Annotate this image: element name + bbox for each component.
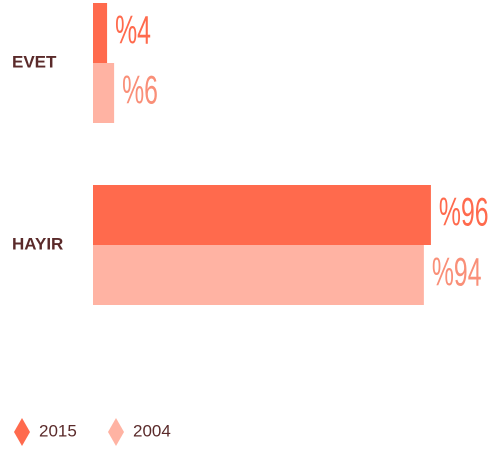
bar bbox=[93, 63, 115, 123]
legend-marker bbox=[14, 418, 30, 446]
bar bbox=[93, 245, 424, 305]
legend-label: 2015 bbox=[39, 421, 77, 440]
value-label: %6 bbox=[122, 69, 158, 113]
legend-marker bbox=[108, 418, 124, 446]
category-label: HAYIR bbox=[12, 234, 63, 253]
bar bbox=[93, 185, 431, 245]
bar bbox=[93, 3, 108, 63]
value-label: %94 bbox=[432, 251, 482, 295]
legend-label: 2004 bbox=[133, 421, 171, 440]
value-label: %96 bbox=[439, 191, 489, 235]
value-label-group: %6 bbox=[122, 69, 158, 113]
value-label-group: %94 bbox=[432, 251, 482, 295]
value-label-group: %4 bbox=[115, 9, 151, 53]
value-label-group: %96 bbox=[439, 191, 489, 235]
value-label: %4 bbox=[115, 9, 151, 53]
category-label: EVET bbox=[12, 52, 57, 71]
